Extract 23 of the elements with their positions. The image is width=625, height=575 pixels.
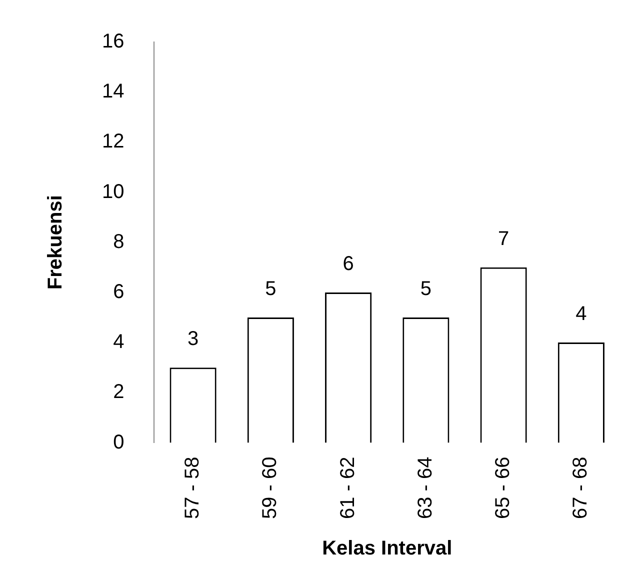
x-tick-label: 65 - 66 bbox=[492, 456, 514, 519]
data-label: 3 bbox=[187, 328, 199, 350]
data-label: 5 bbox=[265, 278, 276, 300]
x-tick-label: 67 - 68 bbox=[570, 456, 592, 519]
x-tick-label: 63 - 64 bbox=[414, 456, 436, 519]
y-tick-label: 12 bbox=[102, 130, 124, 153]
data-label: 5 bbox=[420, 278, 432, 300]
data-label: 4 bbox=[576, 303, 587, 326]
y-tick-label: 6 bbox=[113, 280, 124, 303]
x-axis-title: Kelas Interval bbox=[322, 538, 452, 560]
data-label: 7 bbox=[498, 228, 510, 250]
y-tick-label: 4 bbox=[113, 331, 124, 354]
y-tick-label: 8 bbox=[113, 230, 124, 253]
y-tick-label: 0 bbox=[113, 431, 124, 454]
data-label: 6 bbox=[342, 252, 354, 275]
y-tick-label: 14 bbox=[102, 80, 124, 103]
y-tick-label: 10 bbox=[102, 180, 124, 203]
y-tick-label: 16 bbox=[102, 30, 124, 53]
y-tick-label: 2 bbox=[113, 381, 124, 404]
x-tick-label: 57 - 58 bbox=[182, 456, 204, 519]
x-tick-label: 59 - 60 bbox=[259, 456, 282, 519]
x-tick-label: 61 - 62 bbox=[336, 456, 359, 519]
y-axis-title: Frekuensi bbox=[44, 195, 67, 290]
